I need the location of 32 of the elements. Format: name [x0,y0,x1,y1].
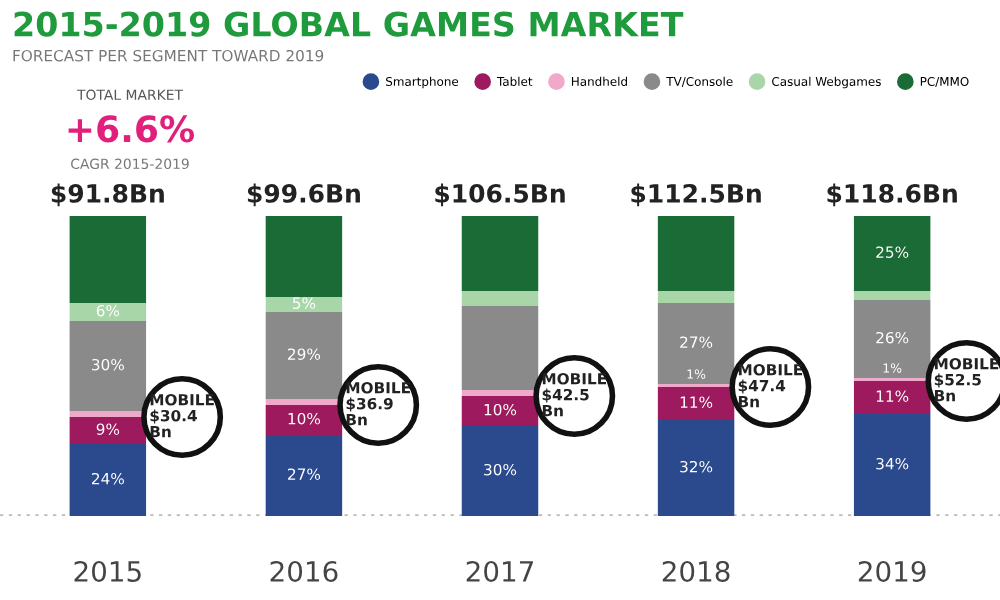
annotation: $99.6Bn [247,183,360,207]
bar [461,216,539,291]
text: +6.6% [68,115,195,143]
x-tick-label: 2015 [74,560,141,582]
bar [265,297,343,312]
bar [853,300,931,378]
bar [69,216,147,303]
chart-title: 2015-2019 GLOBAL GAMES MARKET [14,11,684,37]
annotation: $112.5Bn [631,183,761,207]
bar [657,420,735,516]
annotation: $118.6Bn [827,183,957,207]
bar [69,321,147,411]
x-tick-label: 2016 [270,560,338,582]
annotation: $91.8Bn [51,183,164,207]
x-tick-label: 2018 [662,560,730,582]
bar [69,444,147,516]
bar [461,291,539,306]
x-tick-label: 2017 [466,560,533,582]
bar [853,291,931,300]
bar [853,414,931,516]
bar [461,426,539,516]
bar [657,303,735,384]
bar [69,303,147,321]
x-tick-label: 2019 [858,560,926,582]
bar [657,216,735,291]
annotation: $106.5Bn [435,183,565,207]
bar [265,312,343,399]
bar [853,216,931,291]
bar [265,216,343,297]
bar [657,291,735,303]
bar [265,435,343,516]
bar [461,306,539,390]
